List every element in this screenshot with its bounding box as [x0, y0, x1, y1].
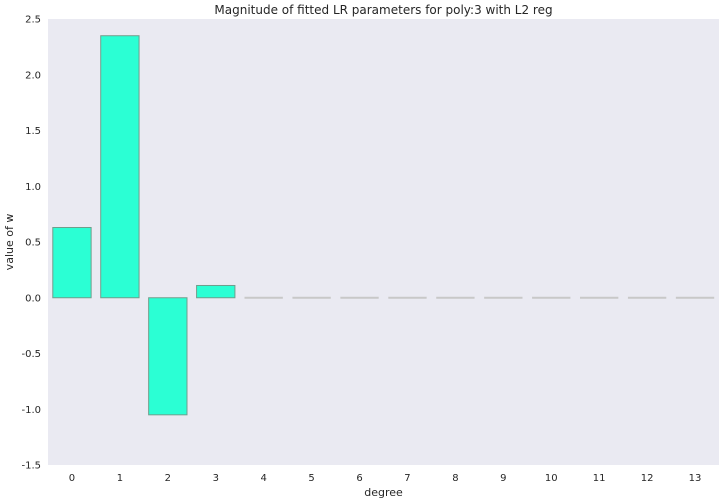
x-tick-label-6: 6 [356, 473, 362, 484]
x-tick-label-5: 5 [308, 473, 314, 484]
bar-10 [532, 296, 571, 299]
x-tick-label-12: 12 [641, 473, 654, 484]
y-tick-labels: 2.5 2.0 1.5 1.0 0.5 0.0 -0.5 -1.0 -1.5 [21, 15, 41, 472]
bar-9 [484, 296, 523, 299]
y-tick-label: 1.0 [25, 182, 41, 193]
x-tick-labels: 0 1 2 3 4 5 6 7 8 9 10 11 12 13 [69, 473, 702, 484]
bar-6 [340, 296, 379, 299]
y-axis-label: value of w [3, 214, 16, 271]
x-tick-label-9: 9 [500, 473, 506, 484]
x-tick-label-2: 2 [165, 473, 171, 484]
x-tick-label-0: 0 [69, 473, 75, 484]
x-tick-label-10: 10 [545, 473, 558, 484]
bar-3 [196, 284, 236, 299]
y-tick-label: 0.5 [25, 238, 41, 249]
bar-8 [436, 296, 475, 299]
x-tick-label-4: 4 [260, 473, 266, 484]
y-tick-label: -0.5 [21, 349, 41, 360]
x-axis-label: degree [364, 486, 403, 499]
x-tick-label-11: 11 [593, 473, 606, 484]
x-tick-label-3: 3 [213, 473, 219, 484]
y-tick-label: 0.0 [25, 293, 41, 304]
y-tick-label: -1.5 [21, 461, 41, 472]
bars-group [52, 35, 715, 416]
y-tick-label: -1.0 [21, 405, 41, 416]
bar-4 [244, 296, 283, 299]
x-tick-label-13: 13 [689, 473, 702, 484]
y-tick-label: 2.5 [25, 15, 41, 26]
x-tick-label-8: 8 [452, 473, 458, 484]
bar-13 [675, 296, 715, 299]
chart-title: Magnitude of fitted LR parameters for po… [214, 3, 552, 17]
bar-11 [580, 296, 619, 299]
bar-12 [627, 296, 667, 299]
bar-2 [148, 297, 188, 416]
bar-7 [388, 296, 427, 299]
bar-5 [292, 296, 331, 299]
y-tick-label: 1.5 [25, 126, 41, 137]
bar-1 [100, 35, 140, 299]
y-tick-label: 2.0 [25, 70, 41, 81]
bar-0 [52, 227, 92, 299]
x-tick-label-1: 1 [117, 473, 123, 484]
x-tick-label-7: 7 [404, 473, 410, 484]
